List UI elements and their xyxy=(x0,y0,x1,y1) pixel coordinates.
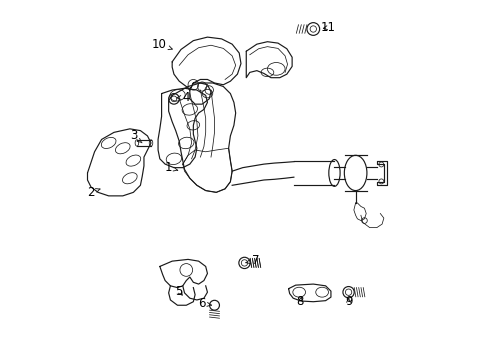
Text: 11: 11 xyxy=(320,21,335,34)
Text: 4: 4 xyxy=(177,91,190,104)
Text: 2: 2 xyxy=(87,186,100,199)
Text: 7: 7 xyxy=(245,254,259,267)
Text: 8: 8 xyxy=(296,295,304,308)
Text: 10: 10 xyxy=(151,38,172,51)
Text: 9: 9 xyxy=(344,295,352,308)
Text: 1: 1 xyxy=(164,161,178,174)
Text: 5: 5 xyxy=(175,285,183,298)
Text: 3: 3 xyxy=(129,129,142,143)
Text: 6: 6 xyxy=(198,297,211,310)
